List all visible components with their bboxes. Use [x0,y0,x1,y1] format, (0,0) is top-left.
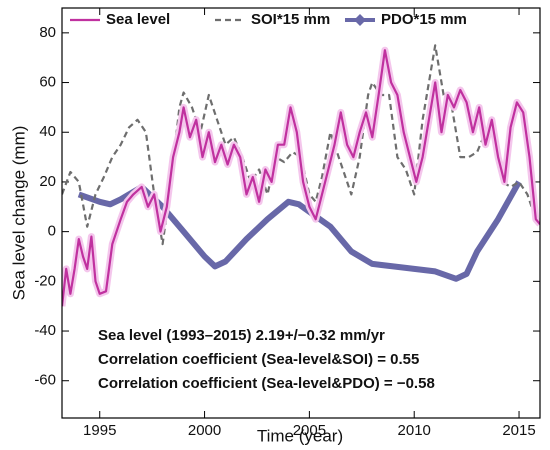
plot-frame [61,7,541,419]
y-tick-label: 60 [39,74,56,91]
y-tick-label: -60 [34,372,56,389]
x-tick-label: 2015 [502,422,535,439]
y-tick-label: -20 [34,272,56,289]
annotation: Sea level (1993–2015) 2.19+/−0.32 mm/yr [98,327,385,344]
y-tick-label: 40 [39,123,56,140]
series-line [62,49,540,307]
x-axis-label: Time (year) [257,426,343,445]
legend-label: PDO*15 mm [381,11,467,28]
x-tick-label: 2005 [293,422,326,439]
annotation: Correlation coefficient (Sea-level&PDO) … [98,375,435,392]
legend-marker [354,14,366,26]
y-tick-label: 80 [39,24,56,41]
y-tick-label: 0 [48,223,56,240]
legend-label: SOI*15 mm [251,11,330,28]
y-tick-label: 20 [39,173,56,190]
y-tick-label: -40 [34,322,56,339]
y-axis-label: Sea level change (mm) [9,126,28,301]
annotation: Correlation coefficient (Sea-level&SOI) … [98,351,419,368]
series-line [62,44,537,246]
x-tick-label: 1995 [83,422,116,439]
legend-label: Sea level [106,11,170,28]
x-tick-label: 2010 [398,422,431,439]
x-tick-label: 2000 [188,422,221,439]
